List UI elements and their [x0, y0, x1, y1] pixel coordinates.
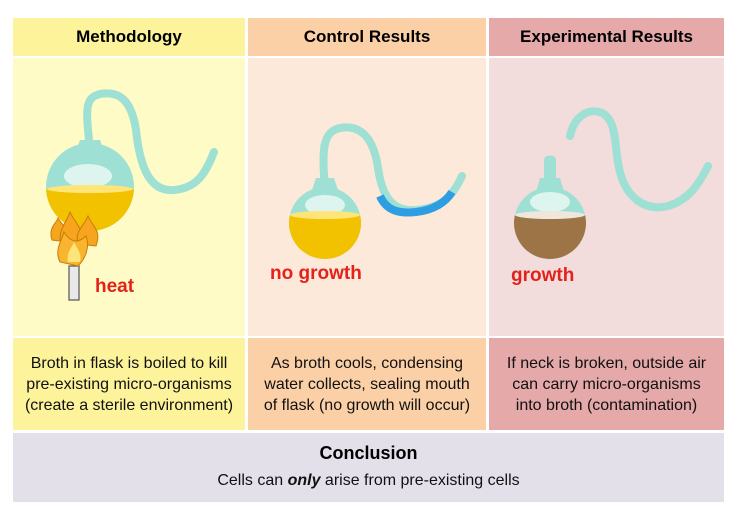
control-results-header: Control Results — [248, 18, 486, 56]
methodology-description-line-2: pre-existing micro-organisms — [26, 375, 232, 393]
control-results-description: As broth cools, condensing water collect… — [248, 338, 486, 430]
flask-3-highlight — [530, 192, 570, 212]
burner-stem — [68, 265, 80, 301]
flask-2-water-plug — [376, 189, 456, 217]
flask-1-broth-surface — [47, 185, 133, 193]
experimental-results-header-label: Experimental Results — [520, 27, 693, 46]
flame-icon — [50, 210, 99, 267]
flask-1-highlight — [64, 164, 112, 188]
methodology-description-line-1: Broth in flask is boiled to kill — [30, 354, 228, 372]
methodology-description: Broth in flask is boiled to kill pre-exi… — [13, 338, 245, 430]
experimental-description-line-2: can carry micro-organisms — [512, 375, 701, 393]
flask-1-swan-neck — [83, 89, 218, 195]
control-description-line-3: of flask (no growth will occur) — [263, 396, 471, 414]
control-description-line-2: water collects, sealing mouth — [264, 375, 470, 393]
no-growth-label: no growth — [270, 263, 362, 284]
heat-label: heat — [95, 276, 135, 297]
flask-3-broken-tube — [566, 107, 712, 212]
experimental-description-line-3: into broth (contamination) — [515, 396, 698, 414]
conclusion-text-emphasis: only — [287, 472, 321, 489]
flask-3-broth — [514, 215, 586, 259]
flask-3-broth-surface — [515, 211, 585, 219]
conclusion-text: Cells can only arise from pre-existing c… — [13, 472, 724, 490]
methodology-header: Methodology — [13, 18, 245, 56]
conclusion-box: Conclusion Cells can only arise from pre… — [13, 433, 724, 502]
flask-2-shoulder — [312, 178, 338, 190]
flask-2-highlight — [305, 195, 345, 215]
experimental-results-description: If neck is broken, outside air can carry… — [489, 338, 724, 430]
flask-2-broth — [289, 215, 361, 259]
control-results-header-label: Control Results — [303, 27, 431, 46]
conclusion-text-after: arise from pre-existing cells — [320, 472, 520, 489]
methodology-header-label: Methodology — [76, 27, 182, 46]
experimental-description-line-1: If neck is broken, outside air — [506, 354, 707, 372]
flask-2-broth-surface — [290, 211, 360, 219]
conclusion-title: Conclusion — [319, 443, 418, 463]
growth-label: growth — [511, 265, 575, 286]
control-description-line-1: As broth cools, condensing — [270, 354, 464, 372]
experimental-results-header: Experimental Results — [489, 18, 724, 56]
conclusion-text-before: Cells can — [217, 472, 288, 489]
methodology-description-line-3: (create a sterile environment) — [24, 396, 234, 414]
